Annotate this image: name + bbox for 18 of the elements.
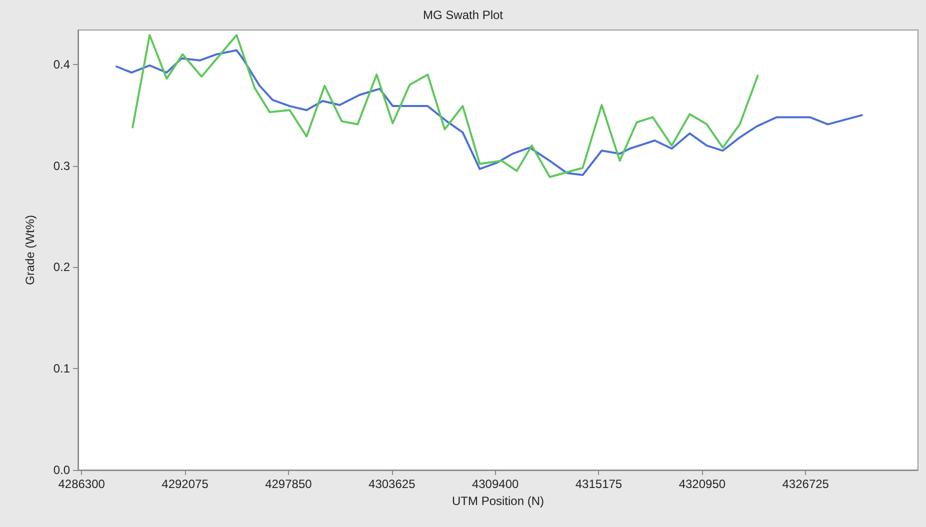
y-tick-label: 0.2 (53, 260, 70, 274)
line-series (116, 49, 863, 176)
y-tick-label: 0.0 (53, 463, 70, 477)
x-tick-label: 4315175 (575, 477, 622, 491)
y-tick-label: 0.1 (53, 362, 70, 376)
line-series (132, 34, 759, 178)
x-tick-label: 4326725 (782, 477, 830, 491)
chart-title: MG Swath Plot (422, 8, 504, 22)
x-tick-label: 4303625 (368, 477, 416, 491)
y-tick-label: 0.4 (53, 57, 70, 72)
x-tick-label: 4320950 (678, 477, 726, 491)
y-axis-title: Grade (Wt%) (23, 214, 37, 286)
x-tick-label: 4286300 (58, 477, 106, 491)
x-tick-label: 4309400 (472, 477, 519, 491)
x-tick-label: 4292075 (162, 477, 209, 491)
x-tick-label: 4297850 (265, 477, 312, 491)
x-axis-title: UTM Position (N) (452, 494, 544, 508)
y-tick-label: 0.3 (53, 158, 70, 173)
